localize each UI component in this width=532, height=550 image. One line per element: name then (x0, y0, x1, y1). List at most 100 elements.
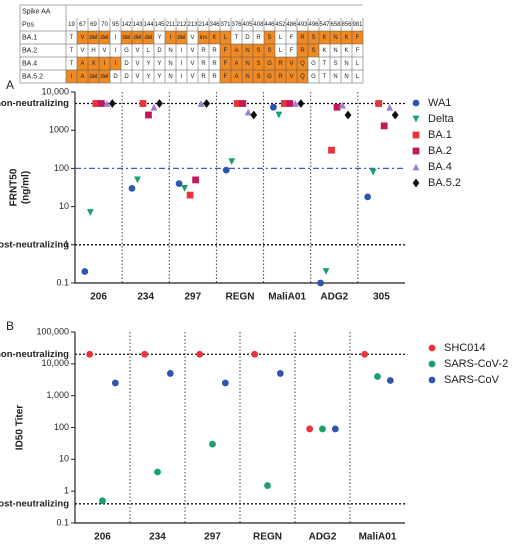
cell: V (135, 74, 139, 80)
highlight-cell (275, 70, 286, 83)
cell: A (80, 74, 84, 80)
point (196, 350, 204, 358)
point (239, 100, 247, 107)
point (181, 184, 189, 192)
legend-marker (412, 99, 420, 107)
cell: Q (300, 61, 305, 67)
point (175, 180, 183, 188)
point (331, 425, 339, 433)
highlight-cell (264, 70, 275, 83)
cell: S (333, 61, 337, 67)
point (145, 111, 152, 119)
cell: R (212, 61, 217, 67)
cell: K (344, 48, 348, 54)
x-tick-label: MaliA01 (268, 292, 306, 303)
highlight-cell (242, 44, 253, 57)
point (297, 99, 305, 108)
cell: del (100, 35, 108, 41)
cell: L (356, 61, 360, 67)
legend-marker (428, 344, 436, 352)
point (154, 468, 161, 476)
cell: N (168, 48, 172, 54)
x-tick-label: REGN (253, 532, 282, 543)
cell: R (201, 61, 206, 67)
y-tick-label: 1 (64, 486, 69, 496)
highlight-cell (297, 57, 308, 70)
x-tick-label: 234 (137, 292, 154, 303)
point (108, 99, 116, 108)
highlight-cell (308, 31, 319, 44)
cell: F (356, 35, 360, 41)
cell: I (170, 35, 172, 41)
legend-marker (412, 115, 420, 123)
cell: R (212, 74, 217, 80)
highlight-cell (231, 57, 242, 70)
point (86, 209, 94, 216)
point (197, 100, 205, 107)
highlight-cell (143, 31, 154, 44)
position: 371 (220, 22, 231, 28)
cell: K (322, 48, 326, 54)
legend-marker (428, 360, 436, 368)
cell: V (289, 74, 293, 80)
highlight-cell (77, 31, 88, 44)
cell: S (267, 35, 271, 41)
highlight-cell (352, 31, 363, 44)
y-tick-label: 100 (54, 163, 69, 173)
cell: D (245, 35, 250, 41)
x-tick-label: 234 (149, 532, 166, 543)
position: 856 (341, 22, 352, 28)
x-tick-label: 297 (204, 532, 221, 543)
highlight-cell (209, 31, 220, 44)
cell: R (278, 61, 283, 67)
cell: R (300, 35, 305, 41)
cell: Q (300, 74, 305, 80)
position: 213 (187, 22, 198, 28)
position: 452 (275, 22, 286, 28)
point (221, 379, 229, 387)
point (375, 100, 383, 107)
highlight-cell (132, 31, 143, 44)
point (86, 350, 94, 358)
cell: N (344, 74, 348, 80)
highlight-cell (242, 70, 253, 83)
y-axis-label: ID50 Titer (15, 405, 26, 450)
position: 547 (319, 22, 330, 28)
cell: Y (157, 74, 161, 80)
cell: I (181, 74, 183, 80)
highlight-cell (88, 70, 99, 83)
row-name: BA.2 (22, 47, 37, 54)
cell: ins (200, 35, 208, 41)
cell: F (224, 61, 228, 67)
point (306, 425, 314, 433)
legend-marker (412, 163, 420, 171)
highlight-cell (88, 31, 99, 44)
cell: Y (157, 35, 161, 41)
y-tick-label: 100,000 (36, 326, 69, 336)
position: 493 (297, 22, 308, 28)
position: 486 (286, 22, 297, 28)
cell: R (300, 48, 305, 54)
cell: G (124, 48, 129, 54)
cell: N (168, 74, 172, 80)
highlight-cell (77, 57, 88, 70)
cell: D (157, 48, 162, 54)
point (81, 268, 89, 275)
cell: T (70, 48, 74, 54)
cell: V (80, 48, 84, 54)
legend-marker (428, 376, 436, 384)
highlight-cell (308, 44, 319, 57)
position: 981 (352, 22, 363, 28)
cell: I (115, 35, 117, 41)
point (291, 100, 299, 107)
cell: I (181, 48, 183, 54)
cell: G (311, 61, 316, 67)
point (203, 99, 211, 108)
x-tick-label: 206 (94, 532, 111, 543)
cell: R (256, 35, 261, 41)
cell: F (224, 48, 228, 54)
highlight-cell (330, 31, 341, 44)
cell: L (356, 74, 360, 80)
position: 19 (68, 22, 75, 28)
